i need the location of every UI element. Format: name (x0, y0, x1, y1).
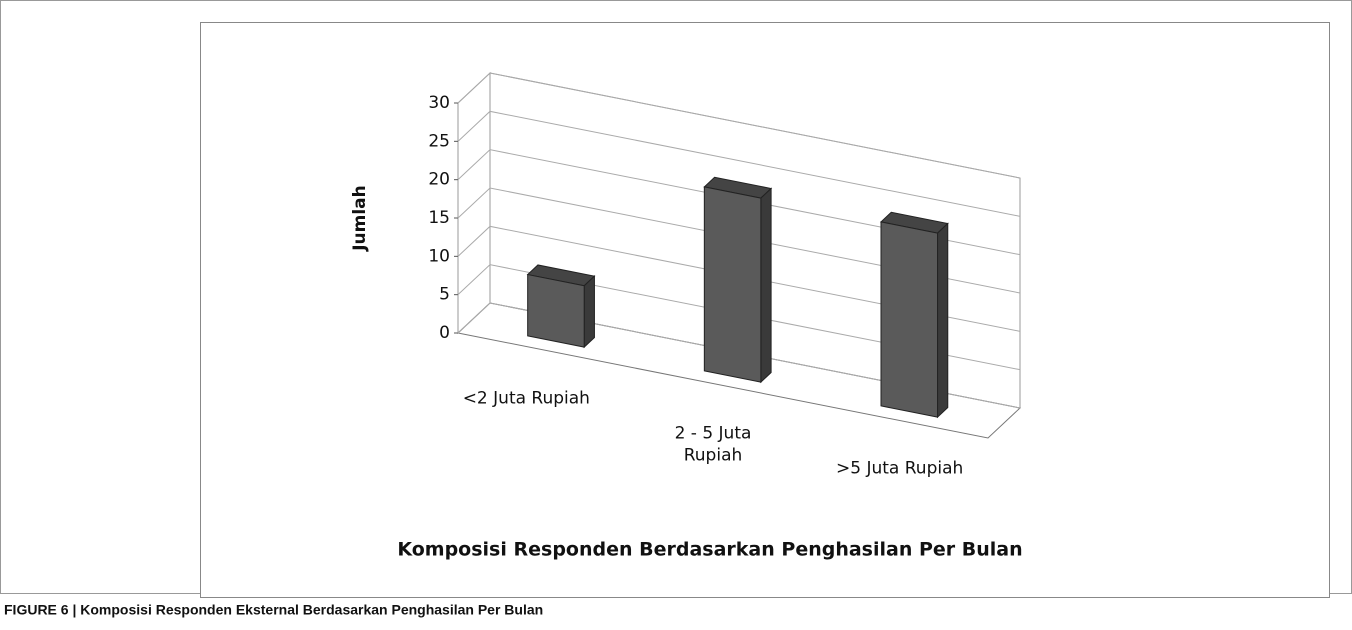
grid-line (457, 264, 1021, 371)
y-tick-label: 10 (428, 246, 450, 266)
bar (527, 273, 585, 348)
y-tick-label: 15 (428, 208, 450, 228)
x-tick-label: >5 Juta Rupiah (836, 459, 963, 479)
chart-title: Komposisi Responden Berdasarkan Penghasi… (397, 539, 1022, 561)
y-tick-label: 0 (439, 323, 450, 343)
bar-side (937, 222, 949, 419)
x-tick-label: <2 Juta Rupiah (463, 389, 590, 409)
caption: FIGURE 6 | Komposisi Responden Eksternal… (4, 602, 543, 618)
bar (880, 221, 939, 418)
y-tick-label: 25 (428, 131, 450, 151)
grid-line (457, 187, 1021, 294)
bar-side (583, 275, 595, 349)
grid-line (457, 302, 1021, 409)
y-tick-label: 20 (428, 170, 450, 190)
grid-line (457, 149, 1021, 256)
grid-line (457, 225, 1021, 332)
grid-line (457, 72, 1021, 179)
chart-frame (200, 22, 1330, 598)
bar-side (760, 187, 772, 384)
bar (703, 186, 762, 383)
y-tick-label: 5 (439, 285, 450, 305)
y-axis-label: Jumlah (350, 185, 370, 252)
grid-line (457, 110, 1021, 217)
x-tick-label: 2 - 5 Juta Rupiah (675, 424, 752, 466)
y-tick-label: 30 (428, 93, 450, 113)
